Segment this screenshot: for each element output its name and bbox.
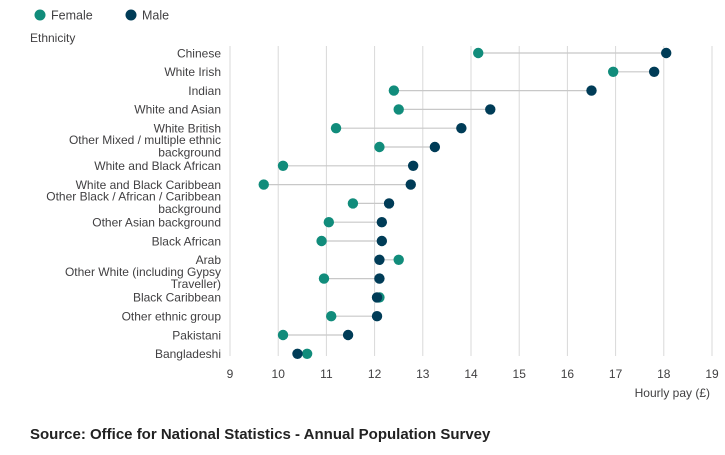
category-label: Black African [152,234,221,248]
legend-female-marker [34,9,46,21]
dumbbell-chart: Female Male Ethnicity 9 10 11 12 13 14 15 16 17 1… [30,9,719,401]
category-label: Other ethnic group [122,310,222,324]
female-point [316,235,327,247]
category-label-line: Other Black / African / Caribbean [46,190,221,204]
category-label: White Irish [164,65,221,79]
gridlines [229,46,713,356]
female-point [301,348,313,359]
category-label-line: background [158,202,221,216]
x-tick-label: 12 [368,367,382,381]
female-point [388,85,400,96]
category-label: White and Black African [94,159,221,173]
x-tick-label: 11 [320,367,333,381]
female-point [374,141,385,153]
female-point [393,254,404,265]
legend: Female Male [34,9,169,23]
male-point [586,85,597,96]
category-label: White British [154,122,221,136]
male-point [371,311,383,322]
category-label: Indian [188,84,221,98]
category-label-line: Other White (including Gypsy [65,265,221,279]
male-point [371,292,383,303]
x-tick-label: 18 [657,367,671,381]
male-point [376,217,388,228]
female-point [473,47,484,59]
category-label: Bangladeshi [155,347,221,361]
x-tick-label: 9 [227,367,234,381]
male-point [429,141,441,153]
x-tick-label: 19 [705,367,719,381]
category-label: Black Caribbean [133,291,221,305]
dumbbells [258,47,672,359]
x-axis-ticks: 9 10 11 12 13 14 15 16 17 18 19 [227,367,719,381]
source-note: Source: Office for National Statistics -… [30,426,491,443]
female-point [258,179,269,190]
male-point [374,273,385,284]
category-label-line: Other Mixed / multiple ethnic [69,133,221,147]
x-tick-label: 14 [464,367,478,381]
male-point [661,47,672,59]
x-tick-label: 16 [561,367,575,381]
female-point [318,273,330,284]
male-point [485,104,496,115]
category-label: Other Mixed / multiple ethnic background [69,133,221,159]
male-point [405,179,416,190]
female-point [277,160,289,171]
category-label: Chinese [177,46,221,60]
male-point [292,348,303,359]
category-label: Other Black / African / Caribbean backgro… [46,190,221,216]
male-point [376,235,388,247]
category-label: Other White (including Gypsy Traveller) [65,265,221,291]
male-point [456,123,467,134]
category-labels: Chinese White Irish Indian White and Asian W… [46,46,221,361]
legend-male-marker [125,9,137,21]
category-label: White and Asian [134,103,221,117]
male-point [407,160,419,171]
male-point [374,254,385,265]
x-tick-label: 10 [272,367,286,381]
legend-female-label: Female [51,9,93,23]
y-axis-title: Ethnicity [30,31,75,45]
x-tick-label: 13 [416,367,430,381]
male-point [648,66,660,78]
female-point [393,104,404,115]
category-label-line: Traveller) [171,277,221,291]
female-point [326,311,337,322]
male-point [383,198,395,209]
x-axis-title: Hourly pay (£) [635,386,710,400]
female-point [323,217,335,228]
female-point [347,198,359,209]
category-label: Pakistani [172,328,221,342]
category-label: Other Asian background [92,216,221,230]
female-point [330,123,342,134]
x-tick-label: 17 [609,367,623,381]
category-label: White and Black Caribbean [76,178,221,192]
category-label: Arab [196,253,222,267]
legend-male-label: Male [142,9,169,23]
x-tick-label: 15 [513,367,527,381]
female-point [607,66,619,78]
male-point [342,329,354,341]
female-point [277,329,289,341]
category-label-line: background [158,146,221,160]
